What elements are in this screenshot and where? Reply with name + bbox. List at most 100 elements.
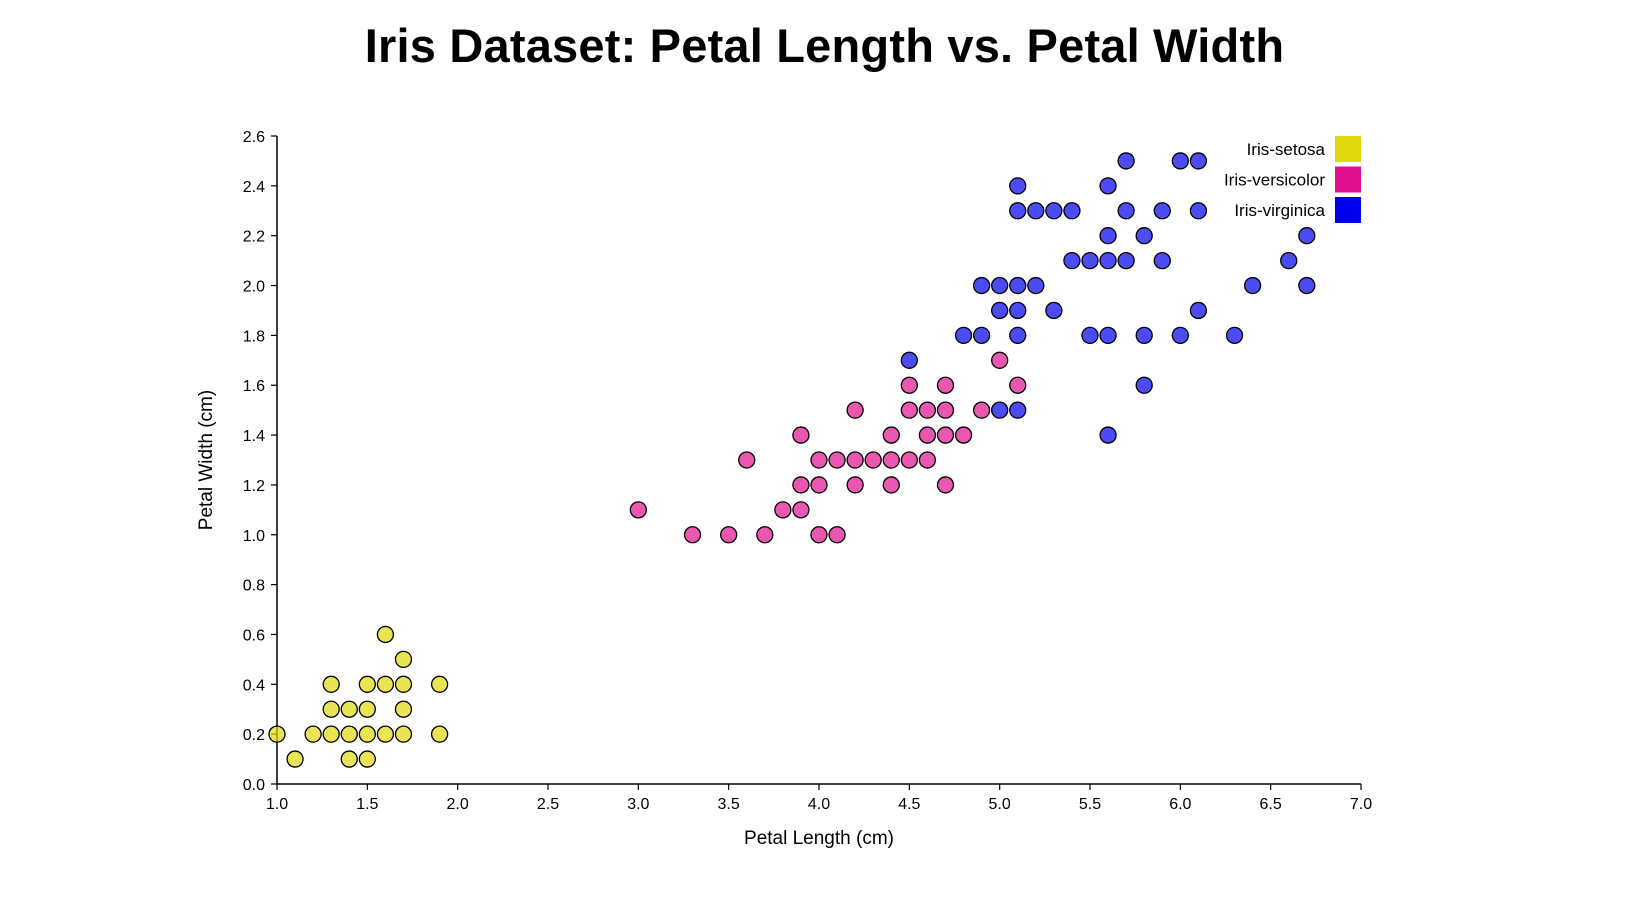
data-point — [864, 451, 882, 469]
data-point — [340, 700, 358, 718]
data-point — [900, 451, 918, 469]
data-point — [1171, 152, 1189, 170]
legend-swatch — [1335, 136, 1361, 162]
data-point — [900, 376, 918, 394]
y-tick-label: 2.6 — [243, 129, 265, 146]
data-points — [268, 152, 1316, 768]
chart-title: Iris Dataset: Petal Length vs. Petal Wid… — [364, 19, 1285, 72]
data-point — [936, 426, 955, 444]
data-point — [1099, 251, 1117, 270]
x-tick-label: 2.5 — [537, 796, 559, 813]
data-point — [972, 326, 991, 345]
y-tick-label: 1.4 — [243, 428, 265, 445]
data-point — [1099, 227, 1117, 245]
data-point — [1027, 276, 1045, 295]
data-point — [972, 276, 991, 295]
data-point — [430, 675, 449, 693]
data-point — [322, 700, 340, 718]
y-tick-label: 0.0 — [243, 777, 265, 794]
legend-item: Iris-versicolor — [1224, 166, 1361, 193]
data-point — [629, 501, 647, 519]
data-point — [286, 750, 304, 768]
data-point — [1117, 251, 1135, 270]
data-point — [882, 476, 900, 494]
data-point — [1099, 426, 1117, 444]
data-point — [268, 725, 286, 743]
data-point — [936, 476, 955, 494]
y-tick-label: 0.2 — [243, 727, 265, 744]
data-point — [1225, 326, 1244, 345]
series-iris-versicolor — [629, 351, 1027, 544]
y-tick-label: 0.8 — [243, 578, 265, 595]
data-point — [792, 426, 810, 444]
data-point — [720, 526, 738, 544]
data-point — [1009, 276, 1027, 295]
data-point — [1153, 251, 1171, 270]
data-point — [430, 725, 449, 743]
data-point — [810, 476, 828, 494]
data-point — [828, 451, 846, 469]
y-tick-label: 0.6 — [243, 627, 265, 644]
data-point — [1045, 202, 1063, 220]
data-point — [991, 276, 1009, 295]
data-point — [900, 351, 918, 369]
data-point — [1189, 202, 1208, 220]
data-point — [810, 526, 828, 544]
x-tick-label: 4.0 — [808, 796, 830, 813]
data-point — [792, 501, 810, 519]
y-tick-label: 1.8 — [243, 328, 265, 345]
data-point — [1135, 376, 1153, 394]
data-point — [376, 675, 395, 693]
data-point — [900, 401, 918, 419]
data-point — [1027, 202, 1045, 220]
x-tick-label: 1.5 — [356, 796, 378, 813]
data-point — [1063, 251, 1081, 270]
y-tick-label: 1.0 — [243, 528, 265, 545]
data-point — [1135, 326, 1153, 345]
data-point — [936, 376, 955, 394]
data-point — [1243, 276, 1262, 295]
legend: Iris-setosa Iris-versicolor Iris-virginica — [1224, 136, 1361, 223]
data-point — [991, 351, 1009, 369]
data-point — [1063, 202, 1081, 220]
legend-label: Iris-setosa — [1247, 140, 1326, 159]
data-point — [738, 451, 756, 469]
data-point — [918, 451, 937, 469]
data-point — [1081, 251, 1099, 270]
data-point — [376, 725, 395, 743]
data-point — [972, 401, 991, 419]
data-point — [358, 675, 376, 693]
data-point — [358, 725, 376, 743]
data-point — [918, 401, 937, 419]
legend-label: Iris-virginica — [1234, 201, 1325, 220]
data-point — [1009, 401, 1027, 419]
x-tick-label: 3.0 — [627, 796, 649, 813]
legend-swatch — [1335, 197, 1361, 223]
x-tick-label: 1.0 — [266, 796, 288, 813]
data-point — [358, 700, 376, 718]
x-tick-label: 6.5 — [1260, 796, 1282, 813]
data-point — [394, 675, 413, 693]
data-point — [1298, 227, 1316, 245]
data-point — [792, 476, 810, 494]
data-point — [1153, 202, 1171, 220]
data-point — [1189, 301, 1208, 320]
data-point — [1009, 301, 1027, 320]
data-point — [1117, 152, 1135, 170]
data-point — [322, 675, 340, 693]
data-point — [846, 476, 864, 494]
data-point — [991, 301, 1009, 320]
legend-item: Iris-virginica — [1234, 197, 1361, 223]
x-axis-label: Petal Length (cm) — [744, 828, 894, 849]
data-point — [1009, 202, 1027, 220]
data-point — [756, 526, 774, 544]
x-tick-label: 7.0 — [1350, 796, 1372, 813]
x-axis: 1.0 1.5 2.0 2.5 3.0 3.5 4.0 4.5 5.0 5.5 6.0 6.5 7.0 — [266, 783, 1372, 813]
data-point — [846, 401, 864, 419]
data-point — [394, 650, 413, 669]
data-point — [1009, 326, 1027, 345]
data-point — [340, 750, 358, 768]
data-point — [954, 426, 973, 444]
